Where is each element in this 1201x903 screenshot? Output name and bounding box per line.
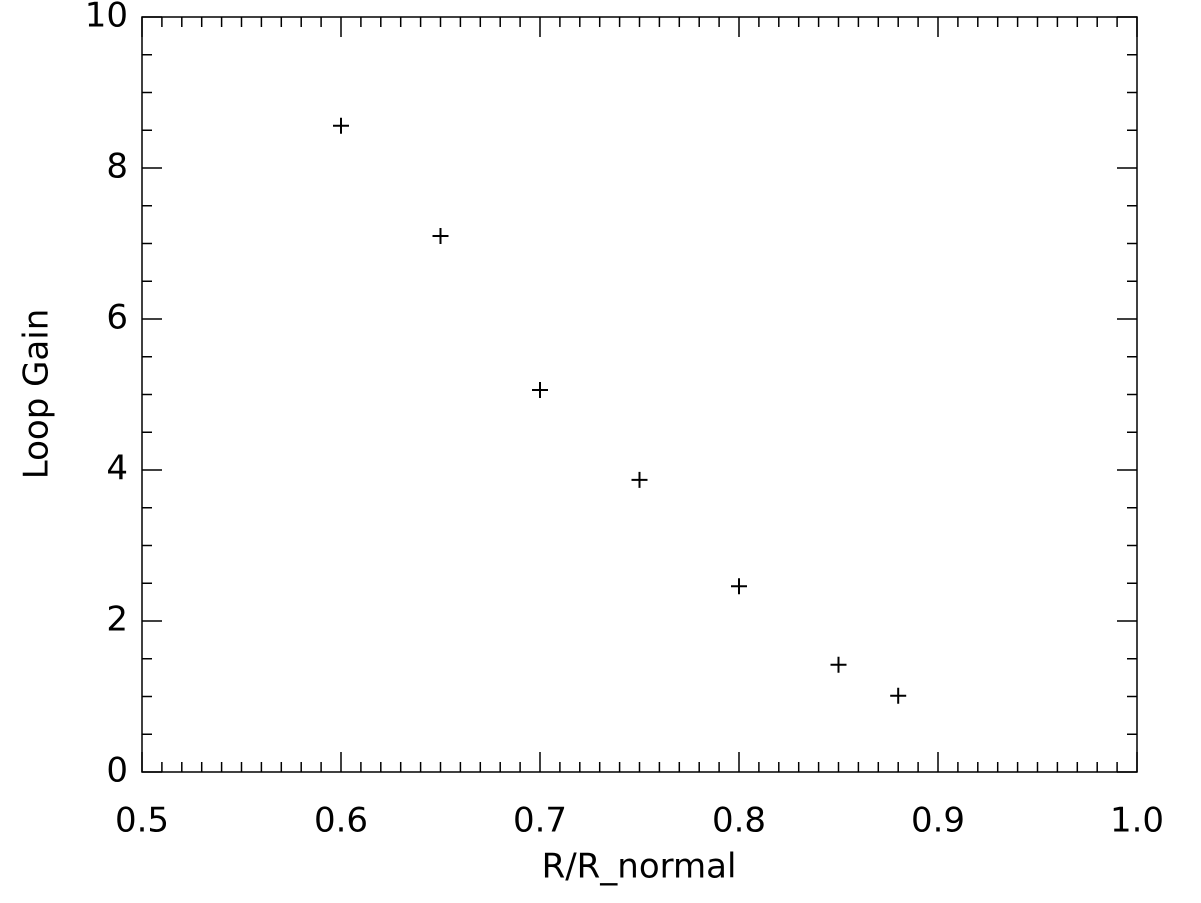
x-tick-label: 0.6 <box>314 801 368 841</box>
point-marker <box>830 656 847 673</box>
y-tick-label: 6 <box>106 298 128 338</box>
x-tick-label: 0.7 <box>513 801 567 841</box>
x-tick-label: 0.9 <box>911 801 965 841</box>
point-marker <box>432 227 449 244</box>
y-tick-label: 10 <box>85 0 128 36</box>
plot-frame <box>141 16 1138 773</box>
x-tick-label: 0.8 <box>712 801 766 841</box>
x-tick-label: 1.0 <box>1110 801 1164 841</box>
x-tick-label: 0.5 <box>115 801 169 841</box>
point-marker <box>631 471 648 488</box>
point-marker <box>731 578 747 595</box>
point-marker <box>890 687 907 704</box>
point-marker <box>333 117 349 134</box>
y-tick-label: 8 <box>106 147 128 187</box>
x-axis-label: R/R_normal <box>542 847 737 887</box>
y-tick-label: 2 <box>106 600 128 640</box>
y-tick-label: 4 <box>106 449 128 489</box>
point-marker <box>532 381 548 398</box>
y-axis-label: Loop Gain <box>17 309 57 480</box>
y-tick-label: 0 <box>106 751 128 791</box>
